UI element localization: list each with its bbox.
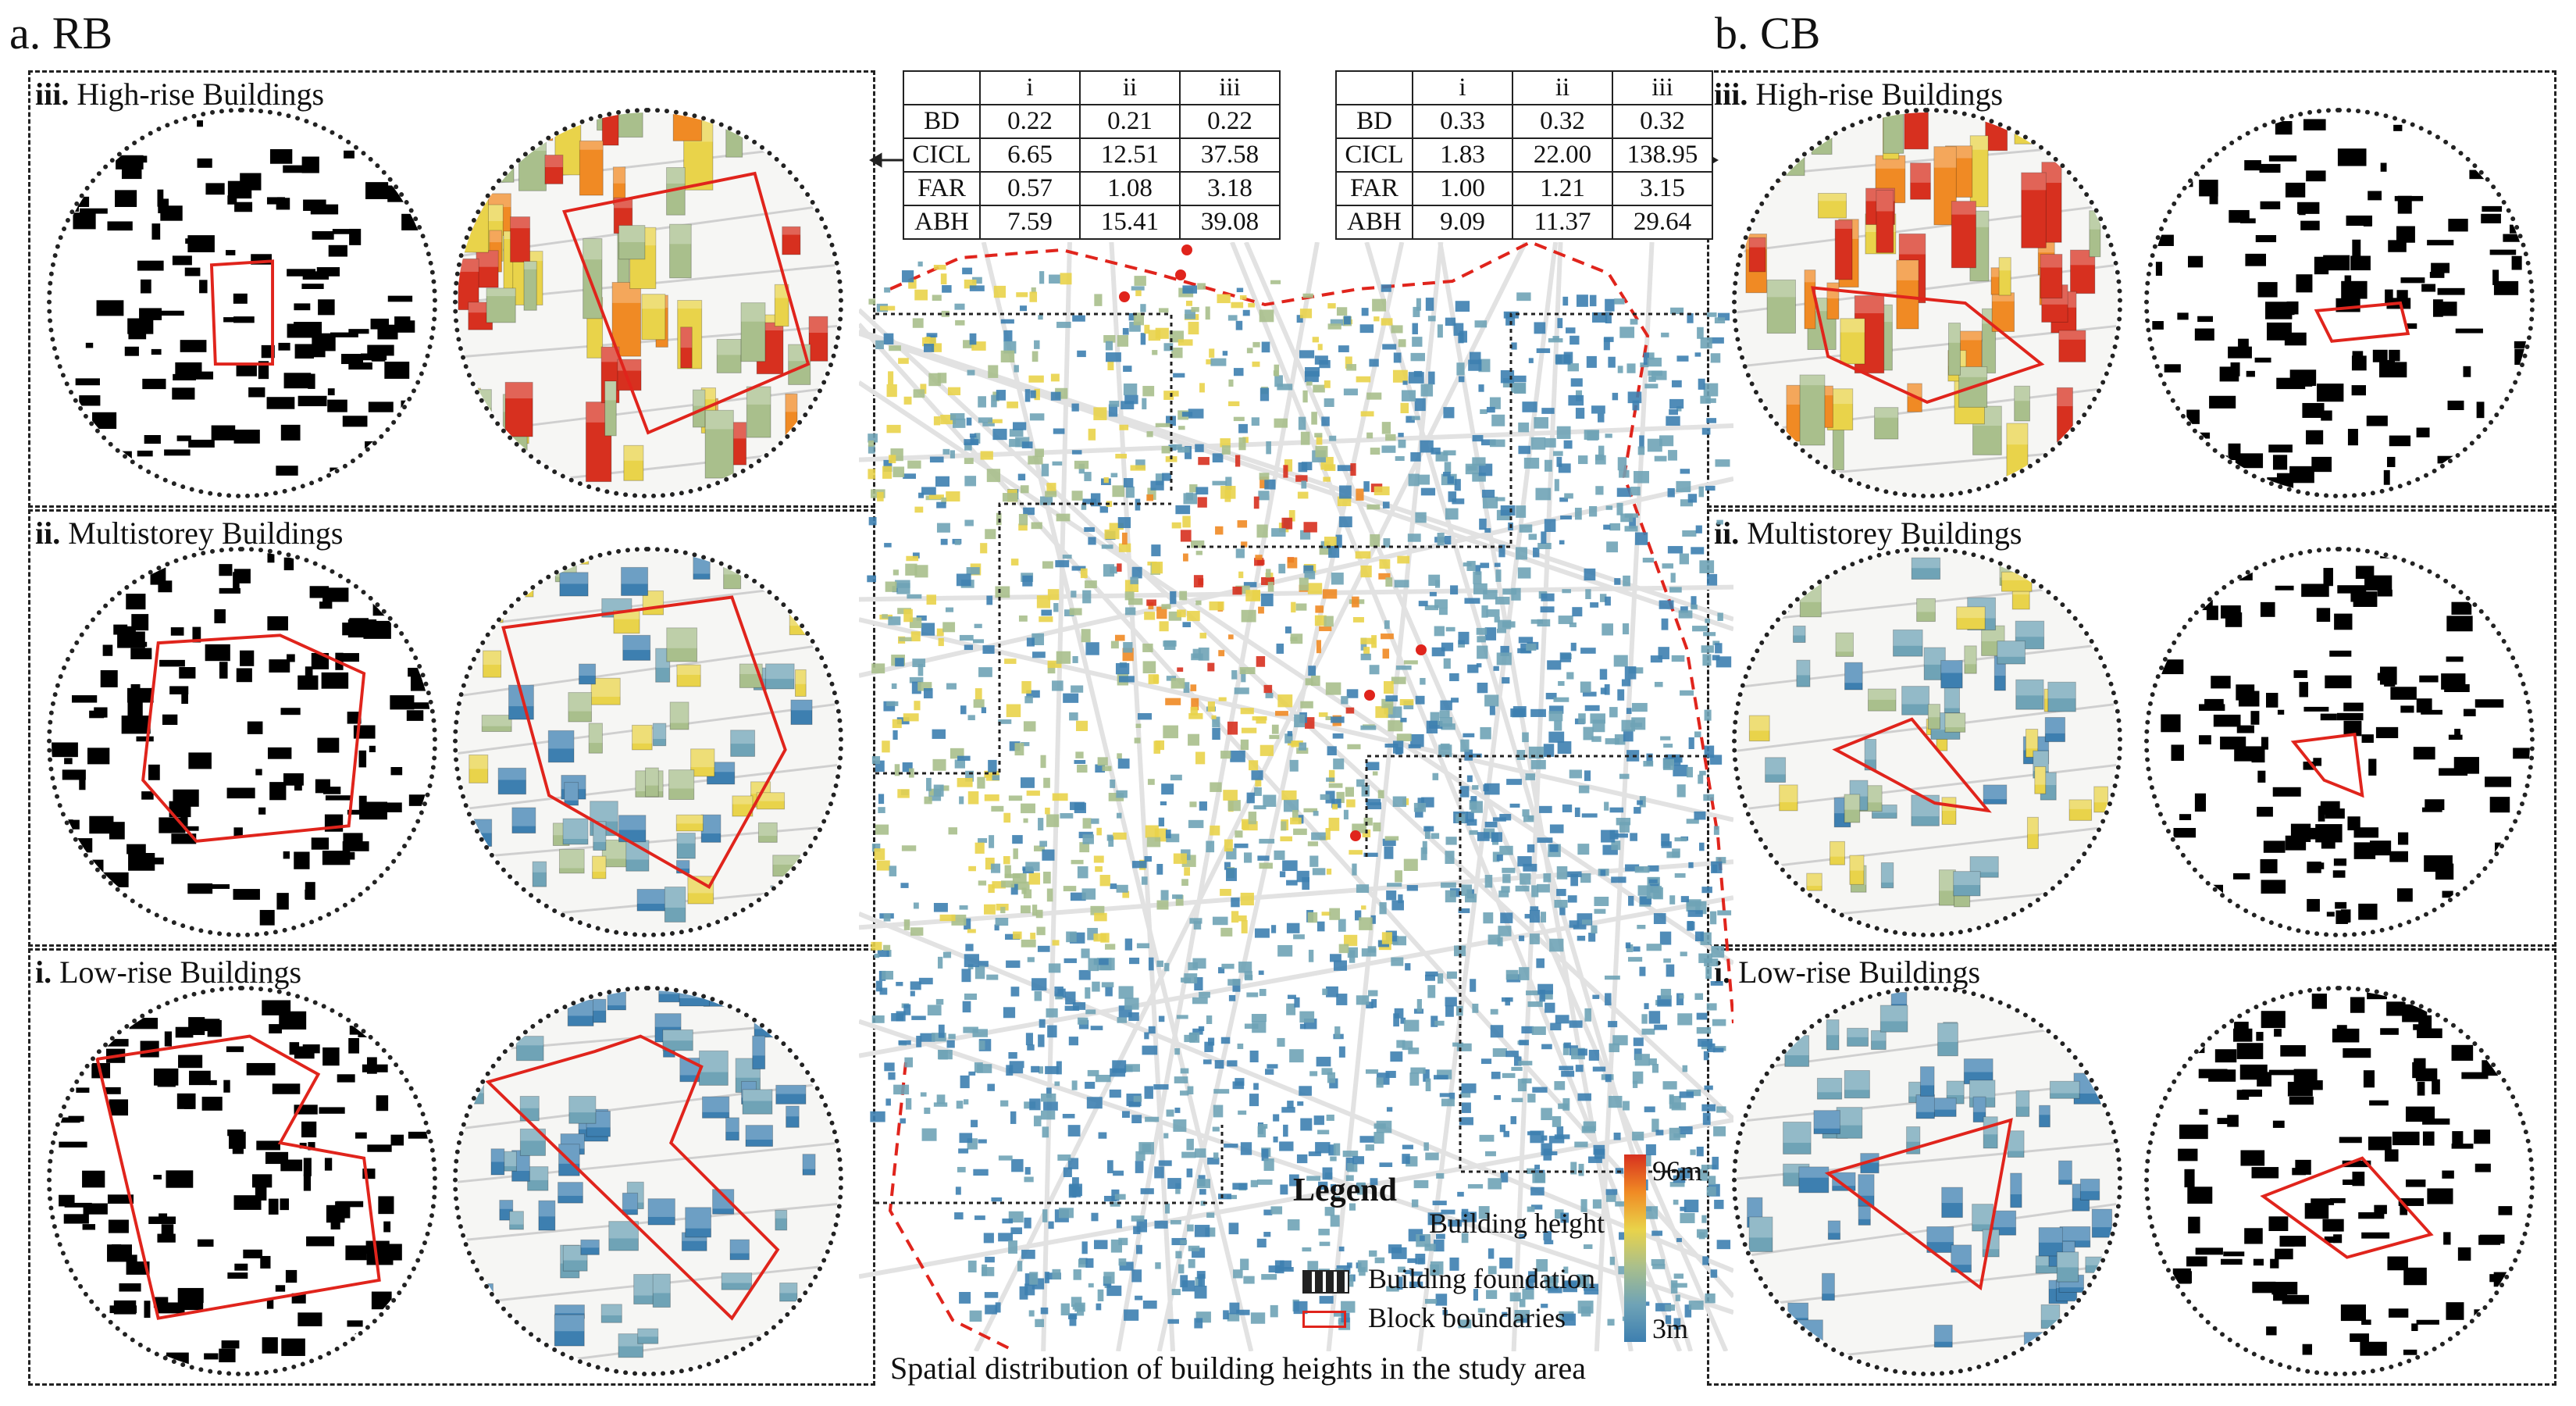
table-cell: 29.64 [1612, 205, 1713, 240]
table-header-cell: iii [1612, 70, 1713, 105]
table-row-header: BD [903, 104, 981, 139]
table-header-cell [903, 70, 981, 105]
cb-panel-label-high-rise: iii. High-rise Buildings [1714, 77, 2004, 112]
legend-boundary-label: Block boundaries [1368, 1302, 1566, 1333]
legend-foundation-label: Building foundation [1368, 1263, 1595, 1294]
table-row-header: FAR [1335, 171, 1413, 206]
table-cell: 1.00 [1412, 171, 1513, 206]
table-cell: 11.37 [1512, 205, 1613, 240]
table-row: BD 0.22 0.21 0.22 [903, 104, 1281, 139]
table-row: FAR 0.57 1.08 3.18 [903, 171, 1281, 206]
rb-multistorey-3d-circle [453, 547, 843, 937]
cb-high-rise-plan-circle [2144, 108, 2535, 498]
cb-high-rise-3d-circle [1732, 108, 2122, 498]
section-title-rb: a. RB [9, 8, 113, 59]
cb-low-rise-plan-circle [2144, 986, 2535, 1376]
table-row: CICL 6.65 12.51 37.58 [903, 137, 1281, 173]
legend-foundation-swatch [1302, 1270, 1349, 1294]
table-cell: 138.95 [1612, 137, 1713, 173]
table-row-header: ABH [903, 205, 981, 240]
legend-boundary-swatch [1302, 1311, 1346, 1328]
study-area-height-map [859, 242, 1733, 1351]
legend-height-label: Building height [1429, 1208, 1605, 1239]
cb-low-rise-3d-circle [1732, 986, 2122, 1376]
legend-color-ramp [1624, 1154, 1646, 1342]
table-cell: 0.22 [979, 104, 1081, 139]
table-header-cell: ii [1079, 70, 1181, 105]
table-cell: 0.33 [1412, 104, 1513, 139]
table-cell: 3.15 [1612, 171, 1713, 206]
table-row: ABH 7.59 15.41 39.08 [903, 205, 1281, 240]
table-cell: 1.83 [1412, 137, 1513, 173]
table-row: ABH 9.09 11.37 29.64 [1335, 205, 1713, 240]
table-header-cell: ii [1512, 70, 1613, 105]
table-row: BD 0.33 0.32 0.32 [1335, 104, 1713, 139]
rb-multistorey-plan-circle [47, 547, 437, 937]
legend-max-label: 96m [1652, 1155, 1703, 1187]
table-cell: 7.59 [979, 205, 1081, 240]
table-cell: 9.09 [1412, 205, 1513, 240]
cb-metrics-table: i ii iii BD 0.33 0.32 0.32 CICL 1.83 22.00 138.95 F… [1335, 70, 1713, 240]
rb-panel-label-low-rise: i. Low-rise Buildings [35, 955, 302, 990]
table-row-header: BD [1335, 104, 1413, 139]
section-title-cb: b. CB [1715, 8, 1821, 59]
rb-low-rise-plan-circle [47, 986, 437, 1376]
rb-panel-label-high-rise: iii. High-rise Buildings [35, 77, 325, 112]
table-cell: 0.21 [1079, 104, 1181, 139]
table-cell: 15.41 [1079, 205, 1181, 240]
rb-high-rise-3d-circle [453, 108, 843, 498]
table-header-cell: i [1412, 70, 1513, 105]
table-cell: 3.18 [1179, 171, 1281, 206]
rb-high-rise-plan-circle [47, 108, 437, 498]
map-caption: Spatial distribution of building heights… [890, 1351, 1586, 1386]
legend-min-label: 3m [1652, 1313, 1689, 1344]
cb-multistorey-3d-circle [1732, 547, 2122, 937]
table-row-header: CICL [903, 137, 981, 173]
table-row-header: FAR [903, 171, 981, 206]
table-header-cell: i [979, 70, 1081, 105]
table-row-header: ABH [1335, 205, 1413, 240]
table-cell: 37.58 [1179, 137, 1281, 173]
table-row: FAR 1.00 1.21 3.15 [1335, 171, 1713, 206]
rb-low-rise-3d-circle [453, 986, 843, 1376]
rb-metrics-table: i ii iii BD 0.22 0.21 0.22 CICL 6.65 12.51 37.58 FA… [903, 70, 1281, 240]
map-canvas [859, 242, 1733, 1351]
table-cell: 6.65 [979, 137, 1081, 173]
cb-multistorey-plan-circle [2144, 547, 2535, 937]
table-cell: 1.21 [1512, 171, 1613, 206]
table-row-header: CICL [1335, 137, 1413, 173]
legend-title: Legend [1293, 1172, 1398, 1208]
table-row: CICL 1.83 22.00 138.95 [1335, 137, 1713, 173]
table-cell: 39.08 [1179, 205, 1281, 240]
table-cell: 0.57 [979, 171, 1081, 206]
table-cell: 12.51 [1079, 137, 1181, 173]
table-cell: 0.22 [1179, 104, 1281, 139]
table-cell: 0.32 [1512, 104, 1613, 139]
table-header-cell [1335, 70, 1413, 105]
table-header-cell: iii [1179, 70, 1281, 105]
table-cell: 22.00 [1512, 137, 1613, 173]
rb-panel-label-multistorey: ii. Multistorey Buildings [35, 516, 344, 551]
table-cell: 0.32 [1612, 104, 1713, 139]
table-cell: 1.08 [1079, 171, 1181, 206]
